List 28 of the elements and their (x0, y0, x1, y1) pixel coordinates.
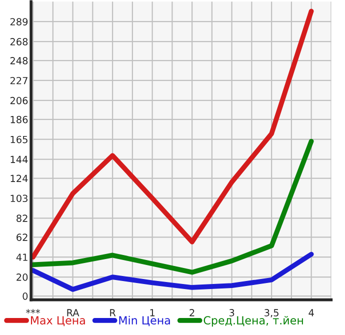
y-tick-label: 124 (10, 174, 28, 182)
x-tick-label: 3,5 (264, 309, 278, 318)
y-tick-label: 289 (10, 18, 28, 26)
x-tick-label: 2 (190, 309, 194, 316)
y-tick-label: 41 (16, 254, 28, 261)
y-tick-label: 20 (16, 274, 28, 281)
x-tick-label: 1 (150, 309, 154, 316)
legend-label: Min Цена (119, 316, 170, 326)
y-tick-label: 62 (16, 234, 28, 241)
legend-label: Max Цена (30, 316, 85, 326)
y-tick-label: 206 (10, 96, 28, 104)
x-tick-label: RA (67, 309, 80, 316)
line-series (31, 252, 314, 292)
y-tick-label: 248 (10, 57, 28, 64)
y-tick-label: 227 (10, 76, 28, 84)
x-tick-label: 4 (308, 309, 314, 316)
y-tick-label: 82 (16, 214, 28, 222)
y-tick-label: 268 (10, 38, 28, 46)
y-tick-label: 186 (10, 116, 28, 124)
x-tick-label: 3 (229, 309, 234, 316)
y-tick-label: 0 (22, 292, 28, 300)
y-tick-label: 144 (10, 156, 28, 163)
x-tick-label: R (110, 309, 116, 316)
y-tick-label: 103 (10, 194, 28, 202)
line-series (31, 138, 314, 275)
y-tick-label: 165 (10, 136, 28, 144)
line-series (31, 8, 314, 260)
x-tick-label: *** (26, 309, 40, 314)
